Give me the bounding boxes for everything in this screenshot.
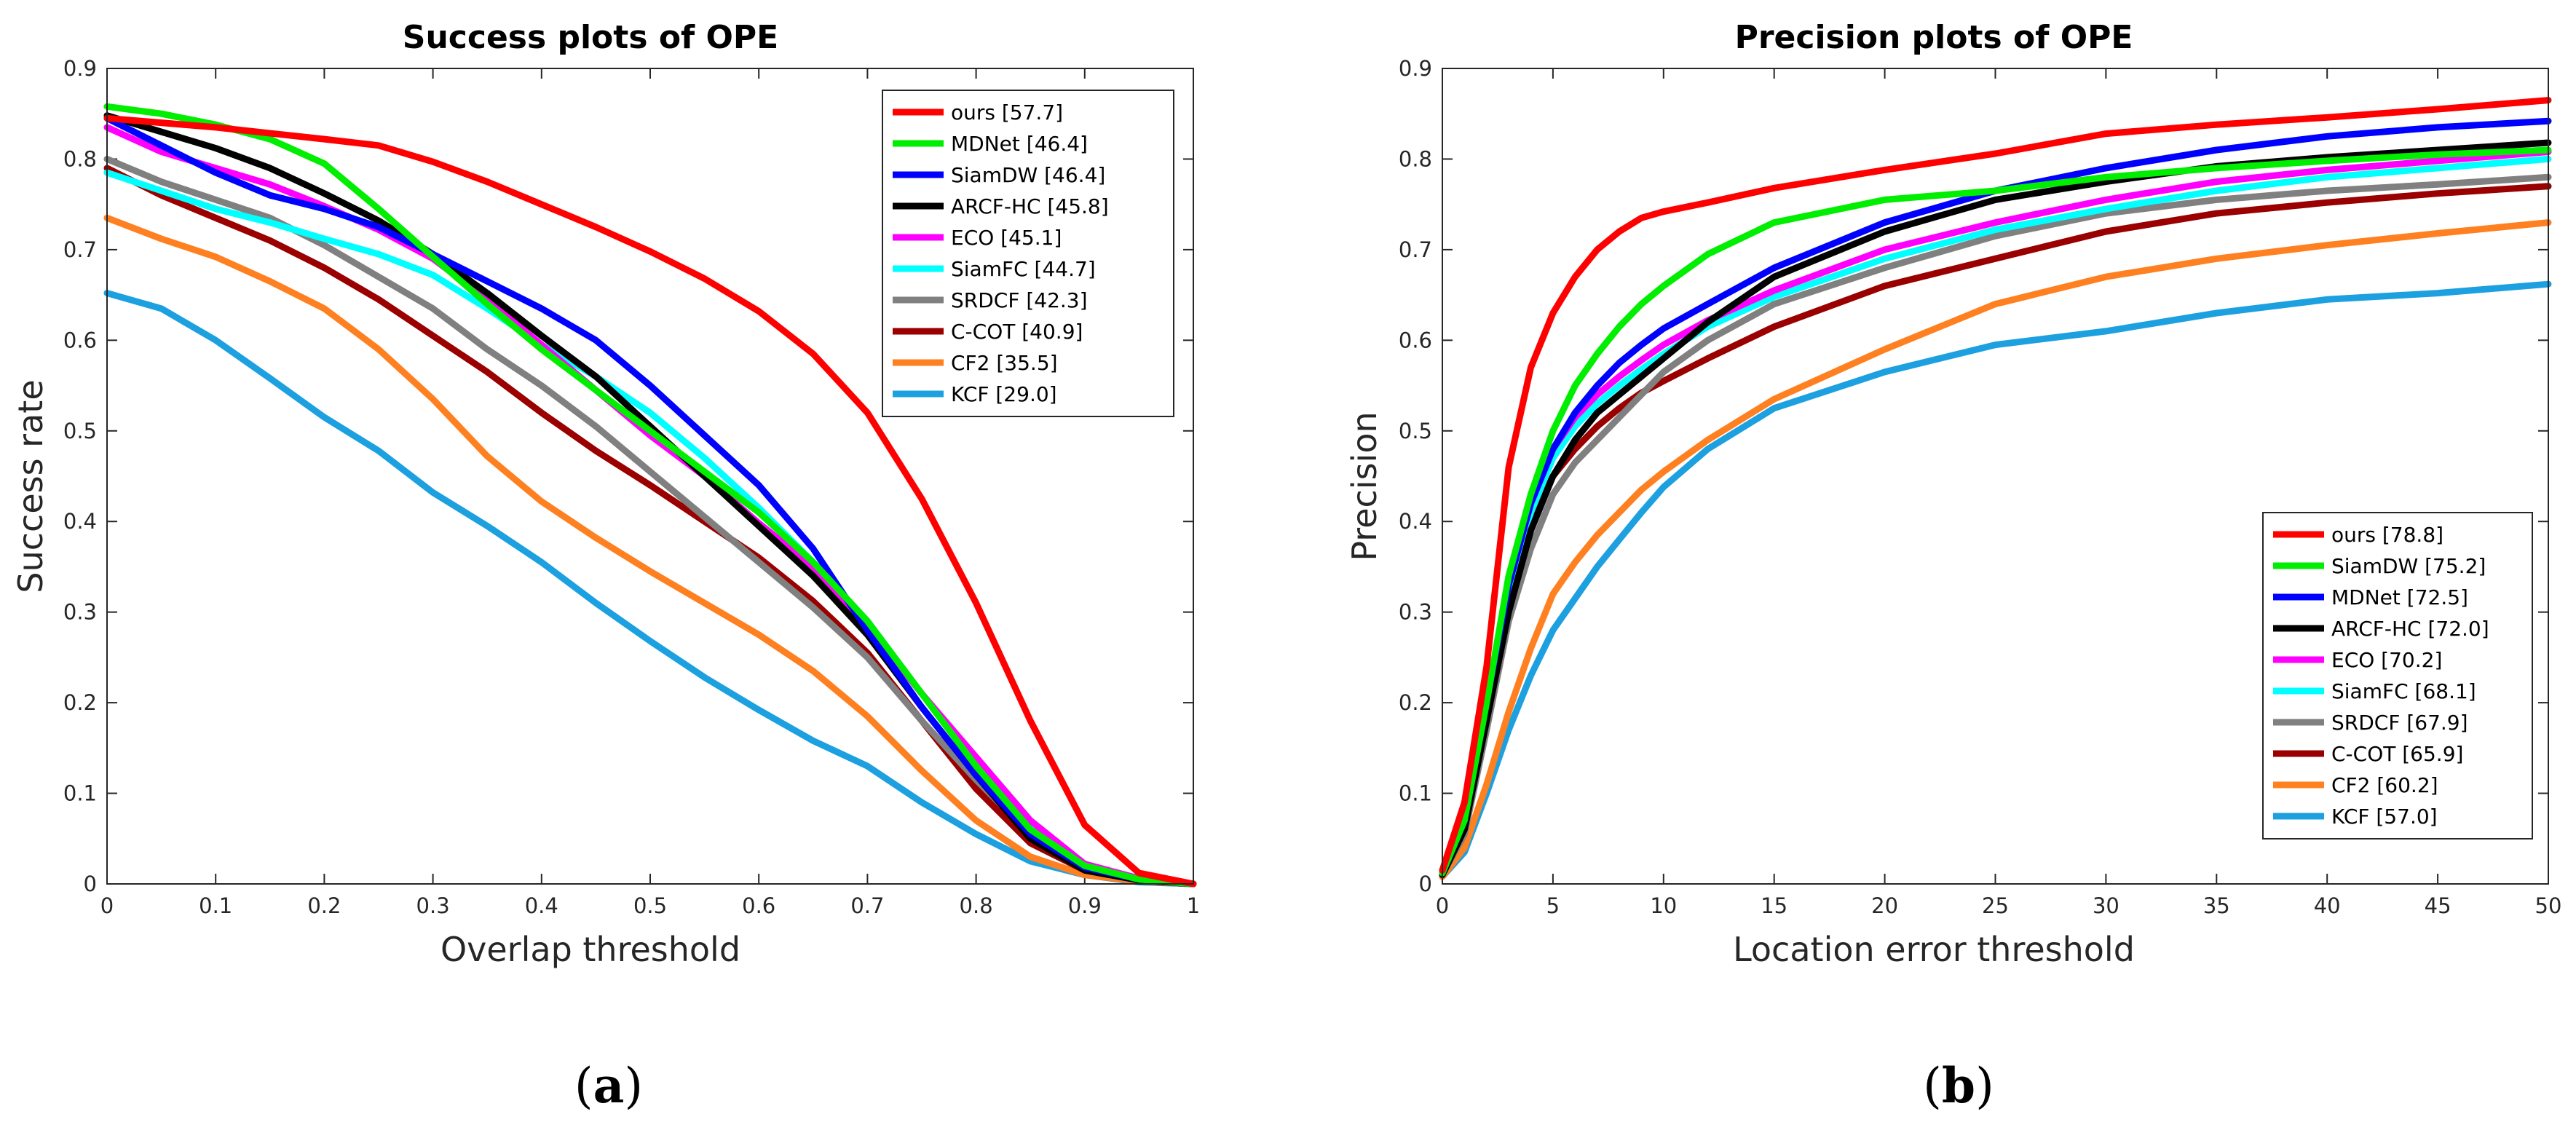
x-tick-label: 45 [2425, 893, 2451, 918]
legend: ours [78.8] SiamDW [75.2] MDNet [72.5] ARCF… [2262, 512, 2533, 839]
x-tick-label: 0.4 [525, 893, 558, 918]
legend-entry: CF2 [60.2] [2331, 773, 2438, 797]
panel-label-a: (a) [574, 1057, 643, 1114]
x-tick-label: 0.1 [199, 893, 232, 918]
chart-title: Success plots of OPE [403, 19, 778, 56]
x-tick-label: 0.2 [307, 893, 341, 918]
panel-letter: a [593, 1057, 625, 1114]
legend-entry: ARCF-HC [72.0] [2331, 617, 2489, 641]
series-line [103, 165, 1197, 888]
x-tick-label: 35 [2203, 893, 2230, 918]
chart-title: Precision plots of OPE [1735, 19, 2133, 56]
legend: ours [57.7] MDNet [46.4] SiamDW [46.4] ARCF… [882, 90, 1174, 417]
y-tick-label: 0 [1419, 872, 1432, 896]
legend-entry: ours [57.7] [951, 100, 1063, 125]
success-plot: Success plots of OPE Overlap threshold S… [11, 19, 1200, 969]
legend-entry: CF2 [35.5] [951, 351, 1058, 375]
legend-entry: KCF [57.0] [2331, 805, 2438, 829]
panel-letter: b [1942, 1057, 1975, 1114]
legend-entry: KCF [29.0] [951, 382, 1057, 406]
y-tick-label: 0 [84, 872, 97, 896]
x-tick-label: 5 [1546, 893, 1560, 918]
legend-entry: MDNet [72.5] [2331, 585, 2468, 609]
x-tick-label: 0.5 [633, 893, 667, 918]
series-line [1439, 97, 2552, 874]
panel-label-b: (b) [1923, 1057, 1994, 1114]
y-tick-labels: 0 0.1 0.2 0.3 0.4 0.5 0.6 0.7 0.8 0.9 [1399, 56, 2548, 896]
x-tick-label: 0.3 [416, 893, 450, 918]
x-tick-label: 40 [2314, 893, 2341, 918]
x-tick-label: 0.8 [960, 893, 993, 918]
y-tick-label: 0.3 [1399, 600, 1432, 625]
x-tick-label: 20 [1871, 893, 1898, 918]
x-tick-labels: 0 0.1 0.2 0.3 0.4 0.5 0.6 0.7 0.8 0.9 1 [100, 68, 1200, 918]
x-tick-label: 15 [1761, 893, 1787, 918]
x-tick-label: 0.7 [850, 893, 884, 918]
legend-entry: SiamFC [44.7] [951, 257, 1096, 281]
series-line [1439, 280, 2552, 880]
x-tick-label: 25 [1982, 893, 2009, 918]
legend-entry: ARCF-HC [45.8] [951, 194, 1109, 218]
series-line [103, 124, 1197, 888]
y-tick-label: 0.9 [1399, 56, 1432, 81]
series-line [1439, 146, 2552, 877]
legend-entry: SiamFC [68.1] [2331, 679, 2476, 703]
x-tick-labels: 0 5 10 15 20 25 30 35 40 45 50 [1436, 68, 2562, 918]
y-tick-labels: 0 0.1 0.2 0.3 0.4 0.5 0.6 0.7 0.8 0.9 [63, 56, 1193, 896]
y-tick-label: 0.4 [63, 509, 97, 534]
x-tick-label: 0 [1436, 893, 1449, 918]
y-tick-label: 0.2 [1399, 690, 1432, 715]
y-tick-label: 0.6 [63, 328, 97, 352]
precision-plot: Precision plots of OPE Location error th… [1345, 19, 2561, 969]
legend-entry: SRDCF [67.9] [2331, 711, 2468, 735]
legend-entry: SiamDW [46.4] [951, 163, 1105, 187]
series-line [103, 114, 1197, 888]
legend-entry: C-COT [40.9] [951, 320, 1083, 344]
y-tick-label: 0.8 [63, 146, 97, 171]
x-tick-label: 50 [2535, 893, 2562, 918]
x-tick-label: 1 [1187, 893, 1200, 918]
legend-entry: C-COT [65.9] [2331, 742, 2463, 766]
y-tick-label: 0.7 [1399, 237, 1432, 262]
legend-entry: ECO [45.1] [951, 226, 1062, 250]
legend-entry: MDNet [46.4] [951, 132, 1088, 156]
x-tick-label: 30 [2093, 893, 2119, 918]
x-tick-label: 0 [100, 893, 114, 918]
y-tick-label: 0.4 [1399, 509, 1432, 534]
y-tick-label: 0.5 [63, 419, 97, 443]
x-axis-label: Location error threshold [1733, 930, 2135, 969]
series-lines [1439, 97, 2552, 880]
legend-entry: SRDCF [42.3] [951, 288, 1088, 312]
y-tick-label: 0.5 [1399, 419, 1432, 443]
y-tick-label: 0.3 [63, 600, 97, 625]
series-line [1439, 219, 2552, 880]
plot-frame [106, 68, 1194, 885]
legend-entry: SiamDW [75.2] [2331, 554, 2486, 578]
x-tick-label: 10 [1650, 893, 1677, 918]
x-axis-label: Overlap threshold [440, 930, 740, 969]
y-tick-label: 0.8 [1399, 146, 1432, 171]
series-line [103, 114, 1197, 888]
series-line [103, 214, 1197, 888]
y-tick-label: 0.7 [63, 237, 97, 262]
legend-entry: ours [78.8] [2331, 523, 2443, 547]
y-tick-label: 0.2 [63, 690, 97, 715]
y-tick-label: 0.1 [63, 781, 97, 806]
series-line [103, 103, 1197, 888]
series-lines [103, 103, 1197, 888]
y-tick-label: 0.6 [1399, 328, 1432, 352]
y-tick-label: 0.1 [1399, 781, 1432, 806]
x-tick-label: 0.6 [742, 893, 775, 918]
series-line [103, 290, 1197, 888]
legend-entry: ECO [70.2] [2331, 648, 2442, 672]
plot-frame [1442, 68, 2549, 885]
y-axis-label: Success rate [11, 379, 50, 593]
y-tick-label: 0.9 [63, 56, 97, 81]
y-axis-label: Precision [1345, 411, 1384, 561]
x-tick-label: 0.9 [1068, 893, 1102, 918]
